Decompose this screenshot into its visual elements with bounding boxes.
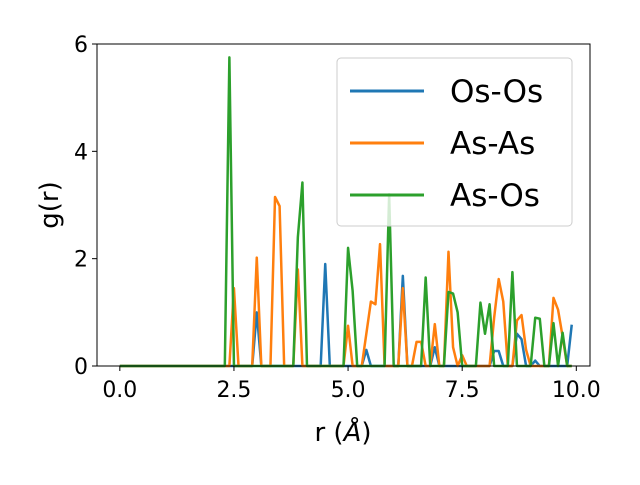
y-tick-label: 2 [74,248,88,273]
x-axis-label: r (Å) [314,416,371,448]
x-tick-label: 0.0 [102,378,137,403]
x-axis-label-unit: Å [342,416,362,448]
legend: Os-Os As-As As-Os [336,57,573,227]
y-tick-label: 4 [74,140,88,165]
x-tick-label: 2.5 [216,378,251,403]
legend-box [336,57,573,227]
y-tick-label: 6 [74,33,88,58]
x-axis-label-close: ) [361,418,371,448]
legend-label: Os-Os [450,74,543,110]
y-axis-label: g(r) [35,181,65,228]
x-tick-label: 5.0 [331,378,366,403]
x-tick-label: 10.0 [552,378,601,403]
x-axis-label-main: r ( [314,418,343,448]
legend-items: Os-Os As-As As-Os [350,74,543,214]
legend-label: As-Os [450,178,540,214]
x-ticks: 0.0 2.5 5.0 7.5 10.0 [102,366,601,403]
plot-frame [96,43,591,367]
y-tick-label: 0 [74,355,88,380]
legend-label: As-As [450,126,535,162]
y-ticks: 0 2 4 6 [74,33,97,380]
x-tick-label: 7.5 [445,378,480,403]
